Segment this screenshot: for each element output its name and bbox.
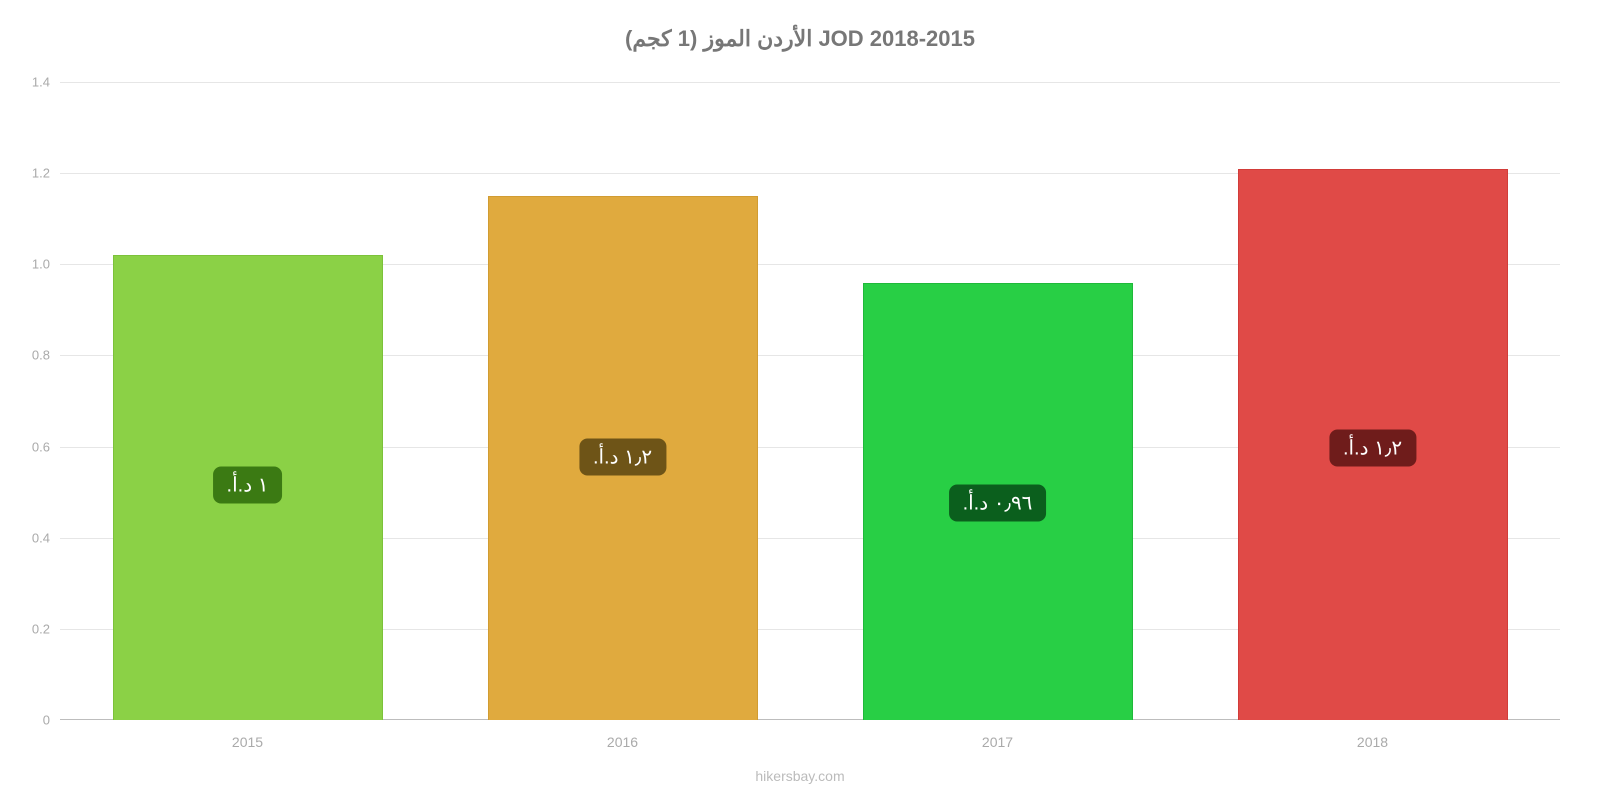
y-tick-label: 0.6 — [10, 439, 50, 454]
x-tick-label: 2015 — [232, 734, 263, 750]
bar-value-label: ١٫٢ د.أ.‏ — [579, 439, 666, 476]
plot-area: 00.20.40.60.81.01.21.4١ د.أ.‏2015١٫٢ د.أ… — [60, 82, 1560, 720]
y-tick-label: 0.2 — [10, 621, 50, 636]
x-tick-label: 2018 — [1357, 734, 1388, 750]
x-tick-label: 2016 — [607, 734, 638, 750]
bar-value-label: ٠٫٩٦ د.أ.‏ — [949, 484, 1047, 521]
x-tick-label: 2017 — [982, 734, 1013, 750]
y-tick-label: 1.2 — [10, 166, 50, 181]
chart-title: الأردن الموز (1 كجم) JOD 2018-2015 — [0, 0, 1600, 52]
bar-2018: ١٫٢ د.أ.‏ — [1238, 169, 1508, 720]
bar-value-label: ١ د.أ.‏ — [213, 466, 283, 503]
bar-2016: ١٫٢ د.أ.‏ — [488, 196, 758, 720]
y-tick-label: 0.8 — [10, 348, 50, 363]
bar-2015: ١ د.أ.‏ — [113, 255, 383, 720]
y-tick-label: 1.0 — [10, 257, 50, 272]
y-tick-label: 0 — [10, 713, 50, 728]
grid-line — [60, 82, 1560, 83]
attribution-text: hikersbay.com — [0, 768, 1600, 784]
y-tick-label: 1.4 — [10, 75, 50, 90]
y-tick-label: 0.4 — [10, 530, 50, 545]
bar-2017: ٠٫٩٦ د.أ.‏ — [863, 283, 1133, 720]
bar-value-label: ١٫٢ د.أ.‏ — [1329, 430, 1416, 467]
